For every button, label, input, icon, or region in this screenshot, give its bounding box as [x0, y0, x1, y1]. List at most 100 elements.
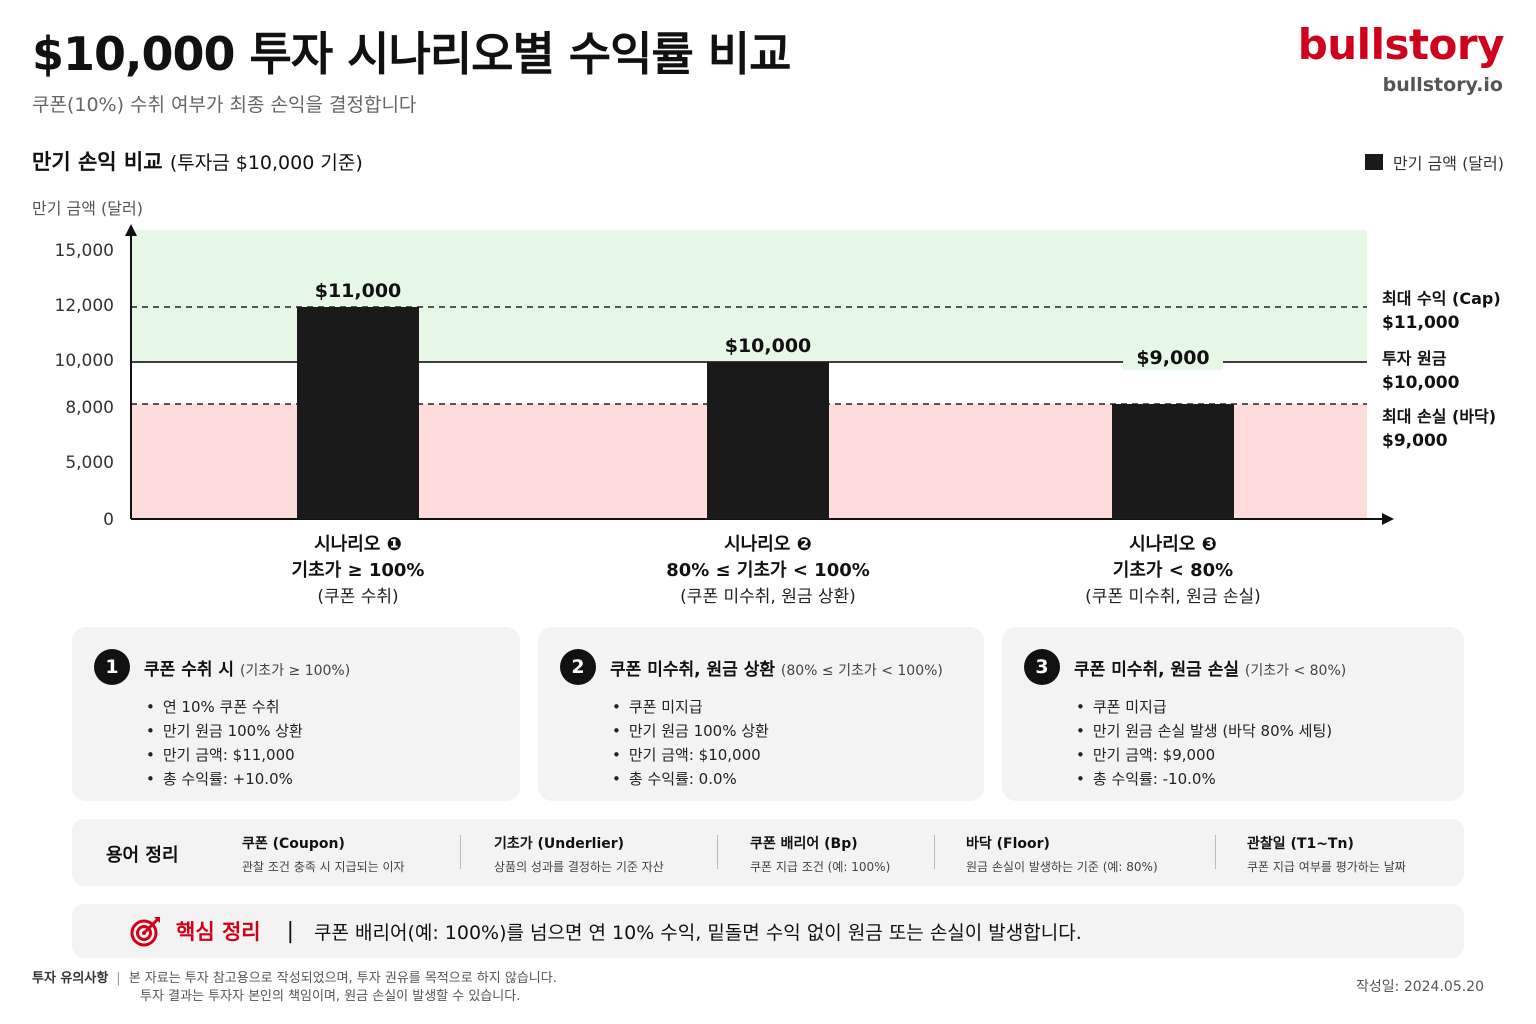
card-bullet-list: 쿠폰 미지급 만기 원금 100% 상환 만기 금액: $10,000 총 수익… — [612, 695, 962, 791]
card-title-text: 쿠폰 수취 시 — [144, 659, 235, 680]
list-item: 만기 금액: $10,000 — [612, 743, 962, 767]
bar-scenario-3 — [1112, 404, 1234, 519]
chart-heading-main: 만기 손익 비교 — [32, 150, 163, 174]
scenario-card-title: 쿠폰 미수취, 원금 손실 (기초가 < 80%) — [1074, 655, 1346, 680]
term-desc: 쿠폰 지급 여부를 평가하는 날짜 — [1247, 860, 1406, 874]
y-tick: 12,000 — [55, 296, 114, 316]
category-label-3-title: 시나리오 ❸ — [1129, 534, 1217, 555]
category-label-2-title: 시나리오 ❷ — [724, 534, 812, 555]
list-item: 쿠폰 미지급 — [1076, 695, 1442, 719]
x-axis-arrow — [1382, 513, 1394, 525]
list-item: 총 수익률: -10.0% — [1076, 767, 1442, 791]
scenario-card-3: 3 쿠폰 미수취, 원금 손실 (기초가 < 80%) 쿠폰 미지급 만기 원금… — [1002, 627, 1464, 801]
category-label-3-note: (쿠폰 미수취, 원금 손실) — [1085, 587, 1261, 607]
list-item: 연 10% 쿠폰 수취 — [146, 695, 498, 719]
list-item: 만기 원금 100% 상환 — [612, 719, 962, 743]
term-desc: 상품의 성과를 결정하는 기준 자산 — [494, 860, 664, 874]
category-labels: 시나리오 ❶ 기초가 ≥ 100% (쿠폰 수취) 시나리오 ❷ 80% ≤ 기… — [292, 534, 1261, 607]
bar-value-label: $10,000 — [725, 335, 812, 357]
page-subtitle: 쿠폰(10%) 수취 여부가 최종 손익을 결정합니다 — [32, 94, 417, 116]
list-item: 총 수익률: 0.0% — [612, 767, 962, 791]
scenario-number-badge: 2 — [560, 649, 596, 685]
term-name: 기초가 (Underlier) — [494, 836, 625, 852]
y-tick: 15,000 — [55, 241, 114, 261]
list-item: 만기 원금 100% 상환 — [146, 719, 498, 743]
divider — [717, 835, 718, 869]
glossary-term-observation: 관찰일 (T1~Tn) 쿠폰 지급 여부를 평가하는 날짜 — [1247, 833, 1406, 875]
glossary-term-underlier: 기초가 (Underlier) 상품의 성과를 결정하는 기준 자산 — [494, 833, 664, 875]
card-condition: (기초가 ≥ 100%) — [239, 662, 351, 679]
y-tick: 8,000 — [65, 398, 114, 418]
list-item: 만기 금액: $11,000 — [146, 743, 498, 767]
floor-label: 최대 손실 (바닥) — [1382, 407, 1496, 426]
legend-swatch — [1365, 154, 1384, 170]
term-name: 관찰일 (T1~Tn) — [1247, 836, 1354, 852]
summary-divider: | — [286, 918, 295, 944]
created-date: 작성일: 2024.05.20 — [1356, 979, 1484, 995]
card-condition: (기초가 < 80%) — [1244, 662, 1347, 679]
scenario-cards: 1 쿠폰 수취 시 (기초가 ≥ 100%) 연 10% 쿠폰 수취 만기 원금… — [72, 627, 1464, 801]
target-icon — [130, 917, 160, 947]
term-name: 바닥 (Floor) — [966, 836, 1050, 852]
cap-value: $11,000 — [1382, 313, 1460, 333]
bar-chart: 15,000 12,000 10,000 8,000 5,000 0 $11,0… — [55, 224, 1501, 607]
disclaimer-line-2: 투자 결과는 투자자 본인의 책임이며, 원금 손실이 발생할 수 있습니다. — [140, 989, 521, 1004]
list-item: 만기 원금 손실 발생 (바닥 80% 세팅) — [1076, 719, 1442, 743]
term-name: 쿠폰 (Coupon) — [242, 836, 345, 852]
scenario-card-2: 2 쿠폰 미수취, 원금 상환 (80% ≤ 기초가 < 100%) 쿠폰 미지… — [538, 627, 984, 801]
category-label-2-cond: 80% ≤ 기초가 < 100% — [666, 560, 870, 581]
bar-scenario-2 — [707, 362, 829, 519]
scenario-card-title: 쿠폰 수취 시 (기초가 ≥ 100%) — [144, 655, 350, 680]
bar-scenario-1 — [297, 307, 419, 519]
summary-text: 쿠폰 배리어(예: 100%)를 넘으면 연 10% 수익, 밑돌면 수익 없이… — [314, 921, 1082, 944]
scenario-number-badge: 1 — [94, 649, 130, 685]
scenario-card-title: 쿠폰 미수취, 원금 상환 (80% ≤ 기초가 < 100%) — [610, 655, 943, 680]
brand-url[interactable]: bullstory.io — [1382, 74, 1503, 96]
y-tick: 10,000 — [55, 351, 114, 371]
glossary-term-barrier: 쿠폰 배리어 (Bp) 쿠폰 지급 조건 (예: 100%) — [750, 833, 890, 875]
scenario-number-badge: 3 — [1024, 649, 1060, 685]
chart-heading: 만기 손익 비교 (투자금 $10,000 기준) — [32, 146, 363, 176]
glossary-term-coupon: 쿠폰 (Coupon) 관찰 조건 충족 시 지급되는 이자 — [242, 833, 405, 875]
card-title-text: 쿠폰 미수취, 원금 상환 — [610, 659, 775, 680]
brand-logo: bullstory — [1297, 20, 1505, 69]
floor-value: $9,000 — [1382, 431, 1448, 451]
divider — [1215, 835, 1216, 869]
y-axis-arrow — [125, 224, 137, 236]
y-tick: 0 — [103, 510, 114, 530]
glossary-title: 용어 정리 — [106, 845, 179, 866]
bar-value-label: $9,000 — [1136, 347, 1209, 369]
principal-label: 투자 원금 — [1382, 349, 1447, 368]
term-desc: 관찰 조건 충족 시 지급되는 이자 — [242, 860, 405, 874]
bar-value-label: $11,000 — [315, 280, 402, 302]
chart-heading-sub: (투자금 $10,000 기준) — [169, 152, 363, 174]
value-label-background — [1123, 344, 1223, 370]
card-condition: (80% ≤ 기초가 < 100%) — [780, 662, 943, 679]
list-item: 쿠폰 미지급 — [612, 695, 962, 719]
disclaimer: 투자 유의사항 | 본 자료는 투자 참고용으로 작성되었으며, 투자 권유를 목적… — [32, 970, 557, 1006]
key-summary: 핵심 정리 | 쿠폰 배리어(예: 100%)를 넘으면 연 10% 수익, 밑… — [72, 904, 1464, 958]
disclaimer-divider: | — [116, 971, 121, 986]
cap-label: 최대 수익 (Cap) — [1382, 289, 1501, 308]
category-label-1-title: 시나리오 ❶ — [314, 534, 402, 555]
disclaimer-line-1: 본 자료는 투자 참고용으로 작성되었으며, 투자 권유를 목적으로 하지 않습… — [128, 971, 557, 986]
list-item: 총 수익률: +10.0% — [146, 767, 498, 791]
principal-value: $10,000 — [1382, 373, 1460, 393]
summary-label: 핵심 정리 — [176, 920, 261, 944]
glossary-panel: 용어 정리 쿠폰 (Coupon) 관찰 조건 충족 시 지급되는 이자 기초가… — [72, 819, 1464, 886]
card-bullet-list: 쿠폰 미지급 만기 원금 손실 발생 (바닥 80% 세팅) 만기 금액: $9… — [1076, 695, 1442, 791]
divider — [934, 835, 935, 869]
reference-labels: 최대 수익 (Cap) $11,000 투자 원금 $10,000 최대 손실 … — [1382, 289, 1501, 451]
term-desc: 쿠폰 지급 조건 (예: 100%) — [750, 860, 891, 874]
divider — [460, 835, 461, 869]
term-name: 쿠폰 배리어 (Bp) — [750, 836, 858, 852]
card-title-text: 쿠폰 미수취, 원금 손실 — [1074, 659, 1239, 680]
page-title: $10,000 투자 시나리오별 수익률 비교 — [32, 27, 791, 81]
y-tick: 5,000 — [65, 453, 114, 473]
legend-label: 만기 금액 (달러) — [1393, 154, 1504, 173]
list-item: 만기 금액: $9,000 — [1076, 743, 1442, 767]
category-label-1-note: (쿠폰 수취) — [317, 587, 398, 607]
y-tick-labels: 15,000 12,000 10,000 8,000 5,000 0 — [55, 241, 114, 530]
bars: $11,000 $10,000 $9,000 — [297, 280, 1234, 519]
chart-legend: 만기 금액 (달러) — [1365, 150, 1504, 174]
